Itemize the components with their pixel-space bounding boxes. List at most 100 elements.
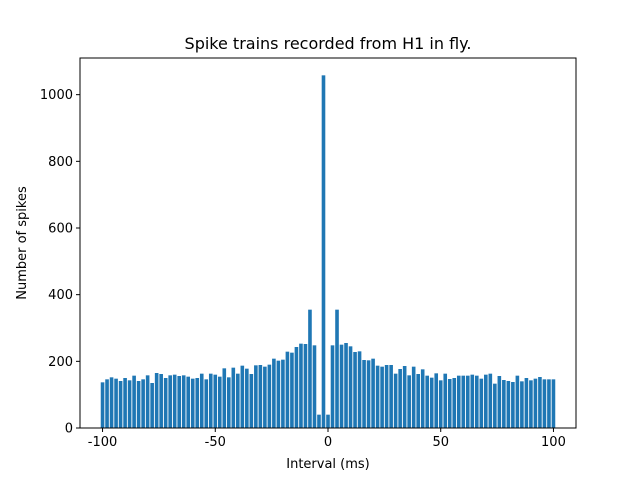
bar: [402, 366, 407, 428]
bar: [213, 374, 218, 428]
bar: [109, 377, 114, 428]
y-tick-label: 600: [48, 222, 73, 237]
x-tick-label: -50: [205, 435, 226, 450]
y-tick-label: 0: [65, 422, 73, 437]
x-tick-label: 0: [324, 435, 332, 450]
bar: [317, 414, 321, 428]
bar: [254, 365, 258, 428]
bar: [380, 366, 384, 428]
bar: [488, 373, 493, 428]
bar: [127, 380, 132, 428]
bar: [438, 380, 443, 428]
bar: [461, 375, 466, 428]
bar: [348, 346, 353, 428]
bar: [285, 351, 290, 428]
bar: [474, 375, 479, 428]
bar: [177, 376, 182, 428]
bar: [357, 351, 362, 428]
bar: [299, 343, 303, 428]
bar: [290, 352, 294, 428]
bar: [420, 369, 425, 428]
bar: [240, 365, 245, 428]
bar: [529, 380, 533, 428]
bar: [456, 375, 461, 428]
bar: [339, 344, 344, 428]
bar: [249, 374, 254, 428]
chart-title: Spike trains recorded from H1 in fly.: [185, 34, 472, 53]
bar: [547, 379, 551, 428]
bar: [353, 352, 357, 428]
bar: [335, 309, 339, 428]
bar: [154, 373, 159, 428]
bar: [375, 365, 380, 428]
bar: [199, 373, 204, 428]
bar: [479, 378, 484, 428]
bar: [407, 375, 411, 428]
y-tick-label: 400: [48, 288, 73, 303]
bar: [294, 347, 299, 428]
bar: [502, 380, 506, 428]
bar: [245, 368, 249, 428]
bar: [172, 374, 177, 428]
bar: [114, 378, 118, 428]
bar: [163, 378, 168, 428]
y-axis-title: Number of spikes: [15, 186, 30, 300]
bar: [484, 374, 488, 428]
bar: [551, 379, 556, 428]
bar: [195, 378, 200, 428]
bar: [136, 381, 141, 428]
bar: [398, 369, 402, 428]
bar: [511, 382, 515, 428]
bar: [465, 375, 470, 428]
bar: [429, 377, 434, 428]
x-tick-label: -100: [88, 435, 118, 450]
bar: [258, 365, 263, 428]
bar: [303, 344, 308, 428]
bar: [326, 414, 330, 428]
y-tick-label: 200: [48, 355, 73, 370]
bar: [308, 309, 312, 428]
bar: [362, 360, 366, 428]
bar: [384, 365, 389, 428]
bar: [470, 374, 475, 428]
bar: [312, 345, 317, 428]
bar: [100, 382, 105, 428]
bar: [443, 373, 448, 428]
bar: [538, 377, 542, 428]
bar: [281, 359, 285, 428]
bar: [168, 375, 172, 428]
bar: [393, 373, 398, 428]
bar: [497, 376, 502, 428]
plot-frame: [79, 57, 577, 429]
bar: [236, 373, 240, 428]
bar: [447, 379, 452, 428]
y-axis-ticks: 0 200 400 600 800 1000: [40, 88, 80, 437]
bar: [330, 345, 335, 428]
bar: [123, 378, 127, 428]
y-tick-label: 1000: [40, 88, 73, 103]
bar: [190, 378, 195, 428]
bar: [105, 379, 109, 428]
bar: [159, 374, 163, 428]
bar: [389, 365, 393, 428]
bar: [208, 373, 213, 428]
x-axis-title: Interval (ms): [286, 457, 370, 472]
bar: [226, 377, 231, 428]
bar: [186, 376, 191, 428]
x-axis-ticks: -100 -50 0 50 100: [88, 428, 566, 450]
bar: [425, 375, 430, 428]
bar: [366, 360, 371, 428]
bar: [276, 360, 281, 428]
bar: [150, 383, 154, 428]
bar: [434, 373, 439, 428]
bar: [204, 379, 209, 428]
bar: [416, 374, 420, 428]
bar: [267, 364, 272, 428]
bar: [344, 343, 348, 428]
bar: [520, 381, 524, 428]
bar: [493, 383, 497, 428]
bar: [272, 358, 276, 428]
bar: [132, 375, 136, 428]
bar: [222, 368, 227, 428]
